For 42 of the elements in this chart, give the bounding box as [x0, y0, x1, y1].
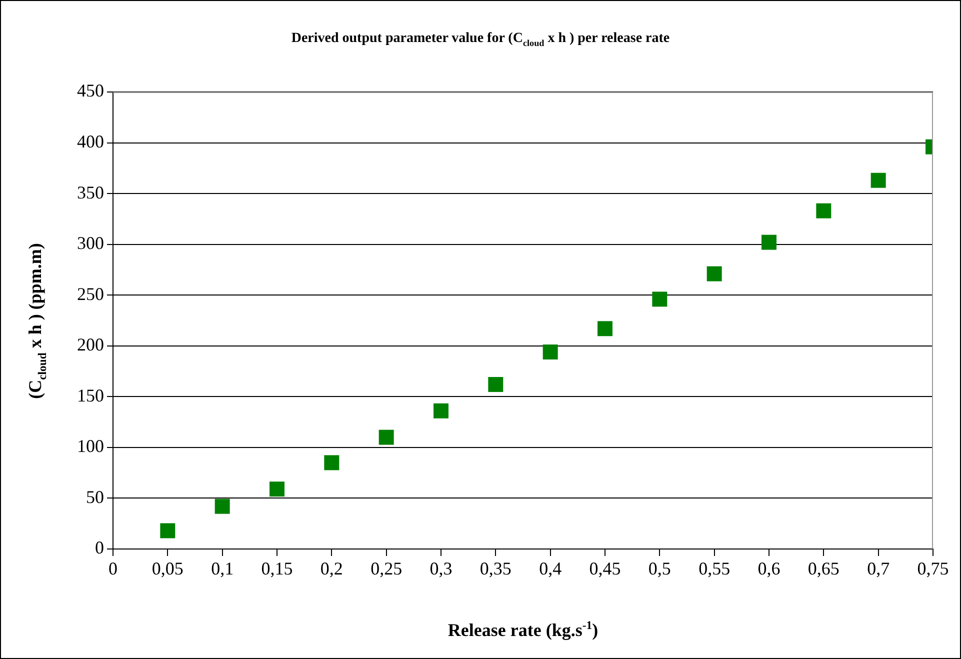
y-tick-label: 50	[86, 486, 104, 507]
x-axis-title: Release rate (kg.s$^{-1}$)	[446, 619, 600, 641]
x-tick-label: 0,25	[370, 558, 402, 579]
x-tick-label: 0	[108, 558, 118, 579]
point	[270, 482, 284, 497]
y-tick-label: 250	[77, 284, 104, 304]
point	[652, 292, 668, 307]
y-tick-label: 150	[77, 385, 104, 406]
y-tick-label: 450	[77, 80, 104, 101]
x-tick-label: 0,55	[698, 558, 730, 579]
point	[378, 430, 394, 445]
x-tick-label: 0,4	[539, 558, 562, 579]
x-tick-label: 0,45	[589, 558, 621, 579]
x-tick-label: 0,5	[648, 558, 671, 579]
point	[542, 344, 558, 360]
x-tick-label: 0,75	[917, 558, 949, 579]
x-tick-label: 0,3	[430, 558, 452, 579]
point	[598, 321, 612, 336]
x-tick-label: 0,7	[867, 558, 890, 579]
x-tick-label: 0,1	[211, 558, 234, 579]
x-tick-label: 0,05	[152, 558, 184, 579]
x-tick-label: 0,2	[320, 558, 343, 579]
point	[816, 203, 832, 218]
point	[214, 498, 230, 514]
y-tick-label: 350	[77, 182, 104, 202]
y-tick-label: 300	[77, 233, 104, 254]
x-tick-label: 0,65	[808, 558, 840, 579]
y-tick-label: 200	[77, 334, 104, 355]
point	[434, 403, 448, 418]
y-tick-label: 400	[77, 132, 104, 152]
x-tick-label: 0,15	[261, 558, 293, 579]
point	[870, 172, 886, 188]
point	[706, 266, 722, 282]
point	[324, 455, 340, 470]
x-tick-label: 0,6	[758, 558, 780, 579]
x-tick-label: 0,35	[480, 558, 512, 579]
y-tick-label: 0	[95, 538, 104, 558]
chart-title: Derived output parameter value for (C$_{cloud}$ x h ) per release rate	[290, 31, 671, 48]
point	[488, 376, 504, 392]
point	[160, 523, 176, 538]
point	[762, 234, 776, 250]
y-tick-label: 100	[77, 436, 104, 456]
